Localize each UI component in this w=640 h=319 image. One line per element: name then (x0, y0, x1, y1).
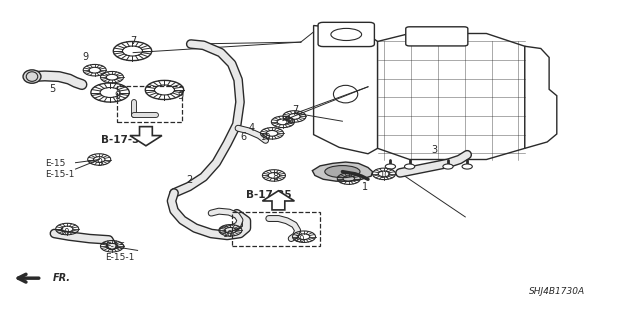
Text: 10: 10 (294, 235, 305, 244)
Circle shape (462, 164, 472, 169)
Text: 10: 10 (222, 230, 232, 239)
Text: 4: 4 (248, 122, 255, 133)
Text: B-17-35: B-17-35 (246, 189, 292, 200)
Circle shape (385, 164, 396, 169)
Text: 7: 7 (292, 105, 299, 115)
Circle shape (404, 164, 415, 169)
FancyBboxPatch shape (318, 22, 374, 47)
Ellipse shape (23, 70, 41, 83)
Text: 9: 9 (177, 91, 184, 101)
Text: 10: 10 (260, 133, 271, 142)
Text: 3: 3 (431, 145, 437, 155)
Text: 7: 7 (130, 36, 136, 47)
Text: 2: 2 (186, 175, 193, 185)
Text: 10: 10 (379, 171, 389, 180)
Text: B-17-35: B-17-35 (100, 135, 147, 145)
Polygon shape (312, 162, 372, 181)
Text: 1: 1 (362, 182, 368, 192)
Circle shape (443, 164, 453, 169)
Text: 10: 10 (59, 228, 69, 237)
Text: 8: 8 (272, 172, 278, 182)
Polygon shape (262, 191, 294, 210)
Text: 10: 10 (283, 117, 293, 126)
Text: 6: 6 (240, 132, 246, 142)
Bar (117, 86, 182, 122)
Text: 9: 9 (114, 91, 120, 101)
Text: E-15
E-15-1: E-15 E-15-1 (105, 242, 134, 262)
Text: 9: 9 (96, 158, 102, 168)
Text: SHJ4B1730A: SHJ4B1730A (529, 287, 585, 296)
Text: E-15
E-15-1: E-15 E-15-1 (45, 159, 74, 179)
Bar (232, 212, 320, 246)
Polygon shape (378, 33, 525, 160)
Text: 9: 9 (82, 52, 88, 63)
FancyBboxPatch shape (406, 27, 468, 46)
Polygon shape (130, 127, 162, 146)
Polygon shape (314, 26, 378, 154)
Text: FR.: FR. (52, 273, 70, 283)
Text: 5: 5 (49, 84, 56, 94)
Ellipse shape (325, 166, 360, 178)
Polygon shape (525, 46, 557, 148)
